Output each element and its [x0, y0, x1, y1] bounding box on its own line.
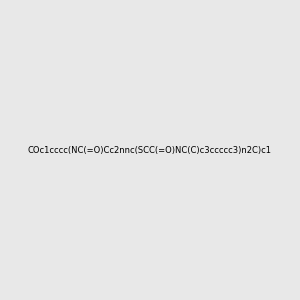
- Text: COc1cccc(NC(=O)Cc2nnc(SCC(=O)NC(C)c3ccccc3)n2C)c1: COc1cccc(NC(=O)Cc2nnc(SCC(=O)NC(C)c3cccc…: [28, 146, 272, 154]
